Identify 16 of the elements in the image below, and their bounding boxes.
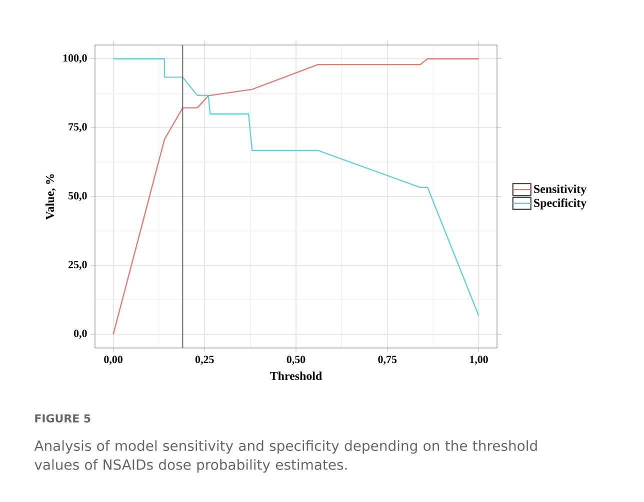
legend-label: Sensitivity [534, 184, 586, 196]
y-tick-label: 25,0 [68, 260, 87, 270]
x-tick-label: 0,75 [378, 356, 397, 365]
x-tick-label: 0,25 [195, 356, 214, 365]
x-tick-label: 0,50 [286, 356, 306, 365]
y-tick-label: 50,0 [68, 192, 87, 201]
x-tick-label: 1,00 [470, 356, 488, 365]
caption: FIGURE 5 [35, 414, 90, 422]
y-tick-label: 75,0 [68, 123, 87, 132]
y-tick-label: 100,0 [63, 54, 87, 64]
x-axis-title: Threshold [270, 372, 322, 380]
y-axis-title: Value, % [46, 174, 56, 220]
text: Analysis of model sensitivity and specificity depending on the threshold values of NSAIDs dose probability estimates. [34, 440, 537, 473]
legend-label: Specificity [534, 198, 586, 210]
y-tick-label: 0,0 [74, 330, 87, 339]
x-tick-label: 0,00 [104, 356, 122, 365]
